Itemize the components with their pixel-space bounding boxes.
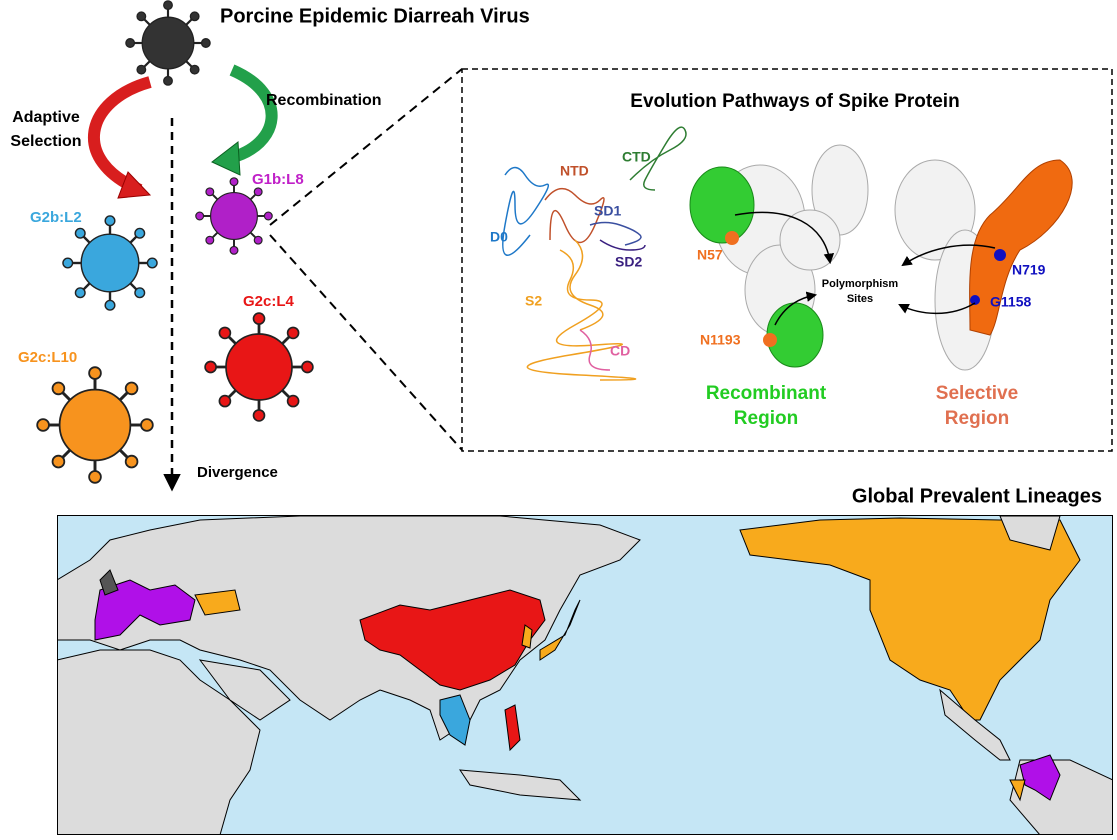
selection-arrow-head: [117, 171, 152, 199]
land: [939, 688, 1011, 761]
map: [57, 515, 1113, 835]
selection-arrow: [87, 76, 152, 196]
region-label: Recombinant: [706, 383, 827, 404]
domain-label: SD1: [594, 203, 621, 219]
region: [99, 569, 119, 596]
site: [994, 249, 1006, 261]
inset-title: Evolution Pathways of Spike Protein: [630, 91, 959, 112]
domain-label: D0: [490, 229, 508, 245]
title: Porcine Epidemic Diarreah Virus: [220, 5, 530, 27]
lineage-label: G2b:L2: [30, 209, 82, 226]
recombination-arrow-head: [211, 141, 241, 176]
domain-label: CTD: [622, 149, 651, 165]
lineage-label: G2c:L10: [18, 349, 77, 366]
region-label: Selective: [936, 383, 1018, 404]
site-label: N57: [697, 247, 723, 263]
polymorphism-label: Sites: [847, 293, 873, 305]
zoom-line: [269, 68, 463, 226]
label: Selection: [10, 133, 81, 150]
region-g2c-l10: [521, 624, 533, 649]
selective-surface: [969, 159, 1073, 336]
land: [198, 659, 291, 721]
surface-structure: [714, 144, 996, 371]
virus: [36, 366, 154, 484]
ribbon-structure: [502, 126, 687, 381]
parent-virus: [125, 0, 211, 86]
domain-label: SD2: [615, 254, 642, 270]
inset-box: [461, 68, 1113, 452]
site-arrow: [901, 244, 996, 267]
domain-label: CD: [610, 343, 630, 359]
polymorphism-label: Polymorphism: [822, 278, 899, 290]
site: [763, 333, 777, 347]
zoom-line: [269, 234, 463, 451]
land: [57, 649, 261, 835]
region-g2c-l4: [504, 704, 521, 752]
site-arrow: [898, 302, 976, 315]
domain-label: S2: [525, 293, 542, 309]
site-label: G1158: [990, 294, 1031, 310]
virus: [62, 215, 158, 311]
land: [459, 769, 582, 801]
site: [725, 231, 739, 245]
region-g1b: [1019, 754, 1061, 801]
recombinant-surface: [689, 166, 824, 368]
region-g2c-l4: [359, 589, 546, 691]
label: Recombination: [266, 92, 382, 109]
lineage-label: G2c:L4: [243, 293, 295, 310]
lineage-label: G1b:L8: [252, 171, 304, 188]
map-title: Global Prevalent Lineages: [852, 485, 1102, 507]
site: [970, 295, 980, 305]
region-g2c-l10: [194, 589, 241, 616]
region-g2c-l10: [1009, 779, 1026, 802]
virus: [204, 312, 314, 422]
region-label: Region: [734, 408, 798, 429]
virus: [195, 177, 273, 255]
label: Adaptive: [12, 109, 80, 126]
domain-label: NTD: [560, 163, 589, 179]
region-g2b: [439, 694, 471, 746]
region-label: Region: [945, 408, 1009, 429]
site-arrow: [734, 211, 835, 265]
recombination-arrow: [228, 64, 278, 164]
site-arrow: [774, 291, 818, 326]
region-g1b: [94, 579, 196, 641]
site-label: N1193: [700, 332, 741, 348]
region-g2c-l10: [539, 599, 581, 661]
label: Divergence: [197, 464, 278, 481]
site-label: N719: [1012, 262, 1046, 278]
